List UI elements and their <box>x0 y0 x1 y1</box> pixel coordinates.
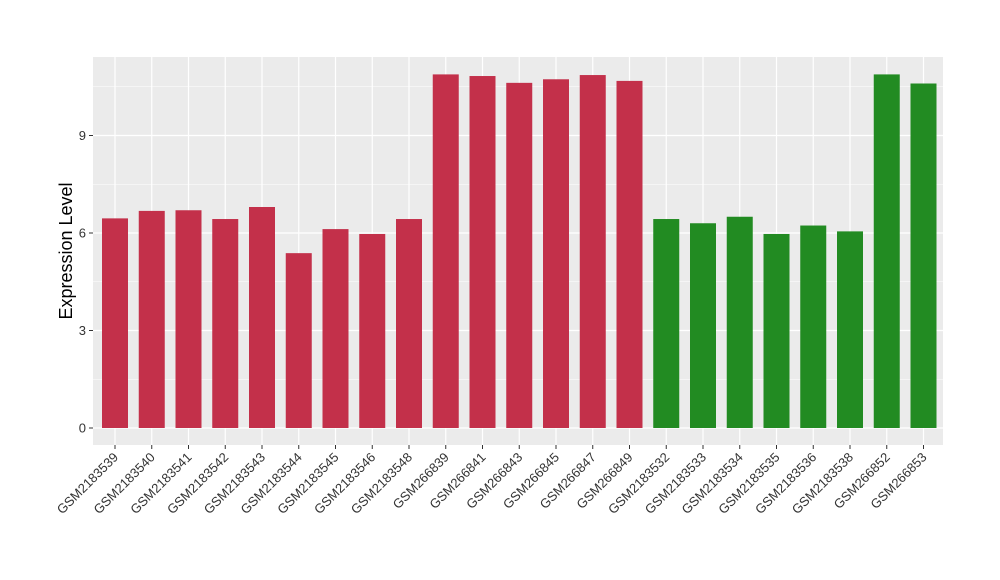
bar-GSM266852 <box>873 74 900 429</box>
bar-GSM2183542 <box>212 219 239 428</box>
y-axis-title: Expression Level <box>56 182 76 319</box>
bar-GSM266839 <box>432 74 459 429</box>
bar-GSM2183534 <box>726 216 753 428</box>
bar-GSM2183535 <box>763 233 790 428</box>
bar-GSM266847 <box>579 75 606 429</box>
y-tick-label: 6 <box>79 226 86 241</box>
bar-GSM2183538 <box>837 231 863 428</box>
bar-GSM2183546 <box>359 233 386 428</box>
bar-GSM2183540 <box>138 210 165 428</box>
bar-GSM2183545 <box>322 229 349 428</box>
bar-GSM2183543 <box>249 207 275 428</box>
y-tick-label: 9 <box>79 128 86 143</box>
bar-GSM266841 <box>469 76 496 429</box>
y-tick-label: 3 <box>79 323 86 338</box>
bar-GSM266849 <box>616 80 643 429</box>
x-axis: GSM2183539GSM2183540GSM2183541GSM2183542… <box>54 445 930 517</box>
bar-GSM2183536 <box>800 225 827 428</box>
bar-GSM266845 <box>543 79 569 429</box>
bar-GSM2183532 <box>653 219 680 428</box>
bar-GSM2183544 <box>285 253 312 428</box>
bar-GSM2183539 <box>102 218 128 428</box>
bar-GSM2183533 <box>690 223 716 428</box>
bar-GSM2183541 <box>175 210 202 428</box>
bar-GSM266853 <box>910 83 937 428</box>
bar-GSM2183548 <box>396 219 422 428</box>
bars <box>102 74 937 429</box>
y-tick-label: 0 <box>79 421 86 436</box>
y-axis: 0 3 6 9 <box>79 128 93 436</box>
bar-GSM266843 <box>506 82 533 428</box>
